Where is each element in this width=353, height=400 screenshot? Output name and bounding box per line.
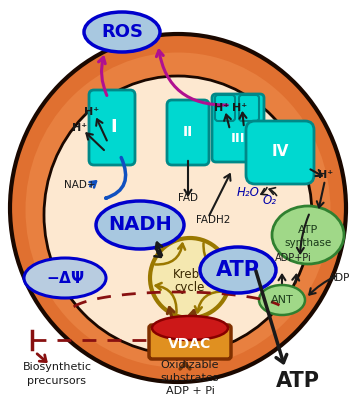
Text: synthase: synthase	[285, 238, 331, 248]
Circle shape	[150, 238, 230, 318]
FancyBboxPatch shape	[212, 94, 264, 162]
Ellipse shape	[200, 247, 276, 293]
Text: ANT: ANT	[271, 295, 293, 305]
Text: H⁺: H⁺	[84, 107, 100, 117]
Ellipse shape	[152, 316, 228, 340]
Text: I: I	[111, 118, 117, 136]
Text: substrates: substrates	[161, 373, 219, 383]
Ellipse shape	[44, 76, 312, 354]
Ellipse shape	[10, 34, 346, 382]
Text: $\mathbf{-\Delta\Psi}$: $\mathbf{-\Delta\Psi}$	[46, 270, 84, 286]
Text: H⁺: H⁺	[214, 103, 229, 113]
Ellipse shape	[96, 201, 184, 249]
Text: ADP: ADP	[329, 273, 351, 283]
FancyBboxPatch shape	[215, 95, 235, 121]
Text: H⁺: H⁺	[232, 103, 247, 113]
FancyBboxPatch shape	[167, 100, 209, 165]
Ellipse shape	[24, 258, 106, 298]
Text: precursors: precursors	[28, 376, 86, 386]
Text: H⁺: H⁺	[72, 123, 88, 133]
Ellipse shape	[25, 52, 330, 368]
Text: H₂O: H₂O	[237, 186, 259, 200]
Text: ADP+Pi: ADP+Pi	[275, 253, 311, 263]
Text: III: III	[231, 132, 245, 144]
Text: VDAC: VDAC	[168, 337, 212, 351]
Text: cycle: cycle	[175, 280, 205, 294]
Text: O₂: O₂	[263, 194, 277, 206]
FancyBboxPatch shape	[89, 90, 135, 165]
Text: NADH: NADH	[108, 216, 172, 234]
Text: ADP + Pi: ADP + Pi	[166, 386, 214, 396]
Text: ATP: ATP	[298, 225, 318, 235]
Text: IV: IV	[271, 144, 289, 160]
FancyBboxPatch shape	[149, 325, 231, 359]
Text: Oxidizable: Oxidizable	[161, 360, 219, 370]
Text: FAD: FAD	[178, 193, 198, 203]
Text: ATP: ATP	[216, 260, 260, 280]
Text: ATP: ATP	[276, 371, 320, 391]
Text: NAD+: NAD+	[64, 180, 96, 190]
Text: Krebs: Krebs	[173, 268, 207, 280]
Text: H⁺: H⁺	[318, 170, 334, 180]
Ellipse shape	[259, 285, 305, 315]
Ellipse shape	[272, 206, 344, 264]
FancyBboxPatch shape	[246, 121, 314, 184]
Text: FADH2: FADH2	[196, 215, 230, 225]
Text: ROS: ROS	[101, 23, 143, 41]
FancyBboxPatch shape	[239, 95, 259, 121]
Text: II: II	[183, 125, 193, 139]
Ellipse shape	[84, 12, 160, 52]
FancyArrowPatch shape	[106, 158, 126, 198]
Text: Biosynthetic: Biosynthetic	[23, 362, 91, 372]
